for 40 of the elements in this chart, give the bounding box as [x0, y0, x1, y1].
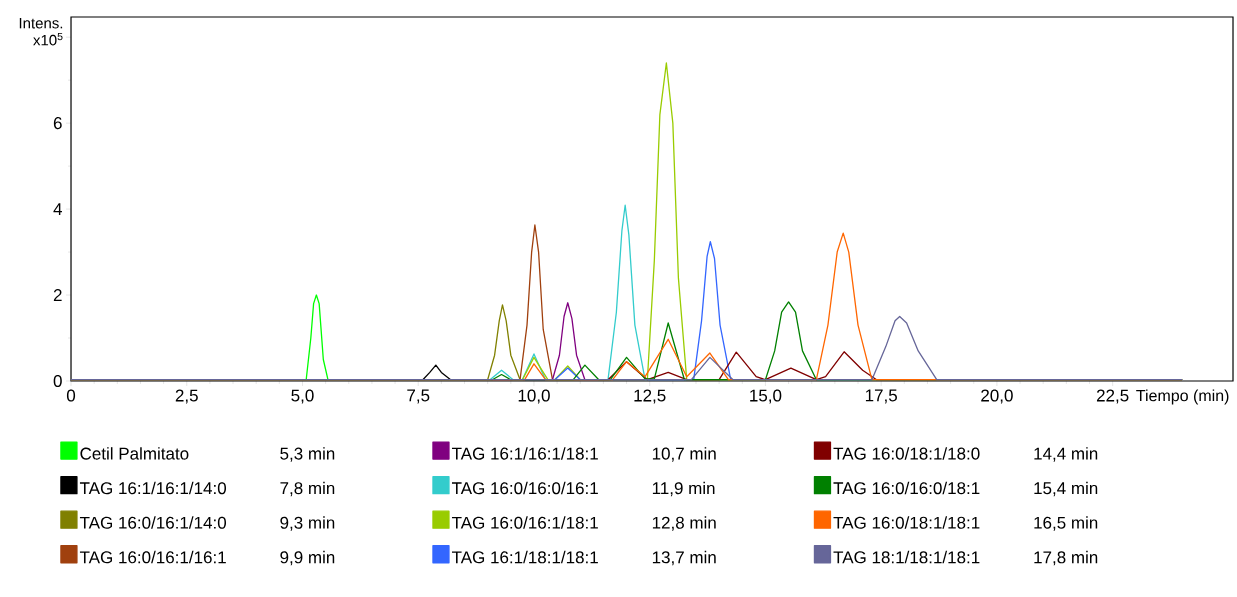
text: 14,4 min — [1034, 447, 1098, 462]
text: 7,8 min — [280, 481, 335, 497]
x-tick-label: 5,0 — [291, 389, 314, 404]
x-tick-label: 12,5 — [634, 389, 666, 404]
legend-label: TAG 16:0/18:1/18:0 — [833, 447, 980, 460]
text: 15,4 min — [1034, 481, 1098, 497]
x-tick-label: 22,5 — [1096, 389, 1129, 404]
legend-label: Cetil Palmitato — [80, 447, 189, 460]
x-tick-label: 2,5 — [175, 389, 198, 404]
legend-label: TAG 16:0/18:1/18:1 — [833, 516, 980, 529]
legend-label: TAG 16:0/16:0/16:1 — [451, 481, 598, 495]
y-tick-label: 6 — [53, 117, 62, 130]
x-tick-label: 17,5 — [865, 389, 897, 404]
text: 5,3 min — [280, 447, 335, 462]
legend-label: TAG 16:1/16:1/14:0 — [79, 481, 227, 495]
text: 13,7 min — [652, 550, 716, 566]
legend-label: TAG 16:1/18:1/18:1 — [451, 550, 598, 564]
text: 11,9 min — [652, 481, 715, 497]
y-tick-label: 2 — [53, 289, 62, 301]
text: 10,7 min — [652, 447, 716, 462]
y-tick-label: 0 — [53, 374, 62, 388]
x-tick-label: 10,0 — [518, 389, 550, 404]
legend-label: TAG 16:1/16:1/18:1 — [451, 447, 598, 460]
y-axis-title: Intens. x10$^{5}$ — [19, 18, 63, 46]
x-axis-title: Tiempo (min) — [1136, 389, 1229, 405]
legend-label: TAG 18:1/18:1/18:1 — [833, 550, 980, 564]
legend-label: TAG 16:0/16:0/18:1 — [833, 481, 980, 495]
text: 16,5 min — [1034, 516, 1098, 531]
x-tick-label: 0 — [66, 389, 76, 402]
x-tick-label: 7,5 — [407, 389, 430, 404]
y-tick-label: 4 — [53, 203, 62, 215]
legend-label: TAG 16:0/16:1/16:1 — [79, 550, 226, 564]
text: 12,8 min — [652, 516, 716, 531]
text: 9,9 min — [280, 550, 335, 566]
x-tick-label: 20,0 — [981, 389, 1013, 404]
legend-label: TAG 16:0/16:1/18:1 — [451, 516, 598, 529]
legend-label: TAG 16:0/16:1/14:0 — [79, 516, 227, 529]
text: 9,3 min — [280, 516, 335, 531]
x-tick-label: 15,0 — [750, 389, 782, 404]
text: 17,8 min — [1034, 550, 1098, 566]
